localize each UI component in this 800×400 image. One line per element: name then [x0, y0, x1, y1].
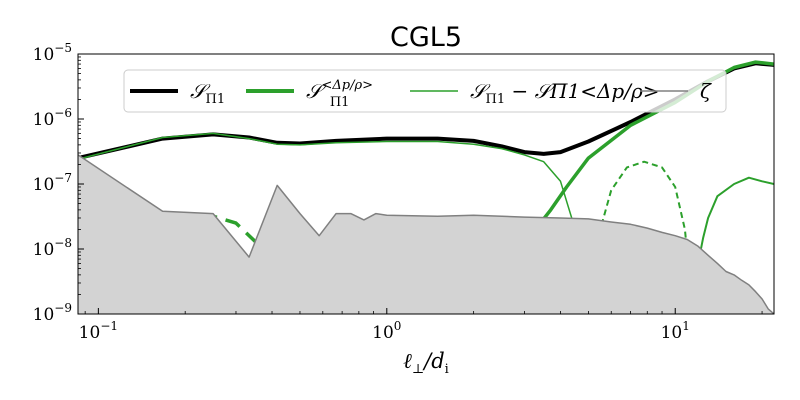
legend-entry-label: ζ [700, 79, 712, 103]
axis-ticks: 10−1 100 101 10−9 10−8 10−7 10−6 10−5 [33, 41, 763, 343]
difference-line [78, 132, 588, 314]
zeta-area [78, 154, 774, 314]
y-tick-label: 10−7 [33, 171, 72, 195]
y-tick-label: 10−5 [33, 41, 72, 65]
y-tick-label: 10−9 [33, 301, 72, 325]
legend: 𝒮Π1 𝒮<Δp/ρ> Π1 𝒮Π1 − 𝒮Π1<Δp/ρ> ζ [123, 69, 727, 113]
x-tick-label: 101 [661, 319, 690, 343]
x-tick-label: 10−1 [79, 319, 118, 343]
y-tick-label: 10−8 [33, 236, 72, 260]
x-tick-label: 100 [372, 319, 401, 343]
zeta-line [78, 154, 774, 314]
x-axis-label: ℓ⊥/di [403, 349, 449, 377]
chart-title: CGL5 [390, 22, 462, 53]
y-tick-label: 10−6 [33, 106, 72, 130]
legend-entry-label: 𝒮Π1 − 𝒮Π1<Δp/ρ> [470, 79, 659, 107]
